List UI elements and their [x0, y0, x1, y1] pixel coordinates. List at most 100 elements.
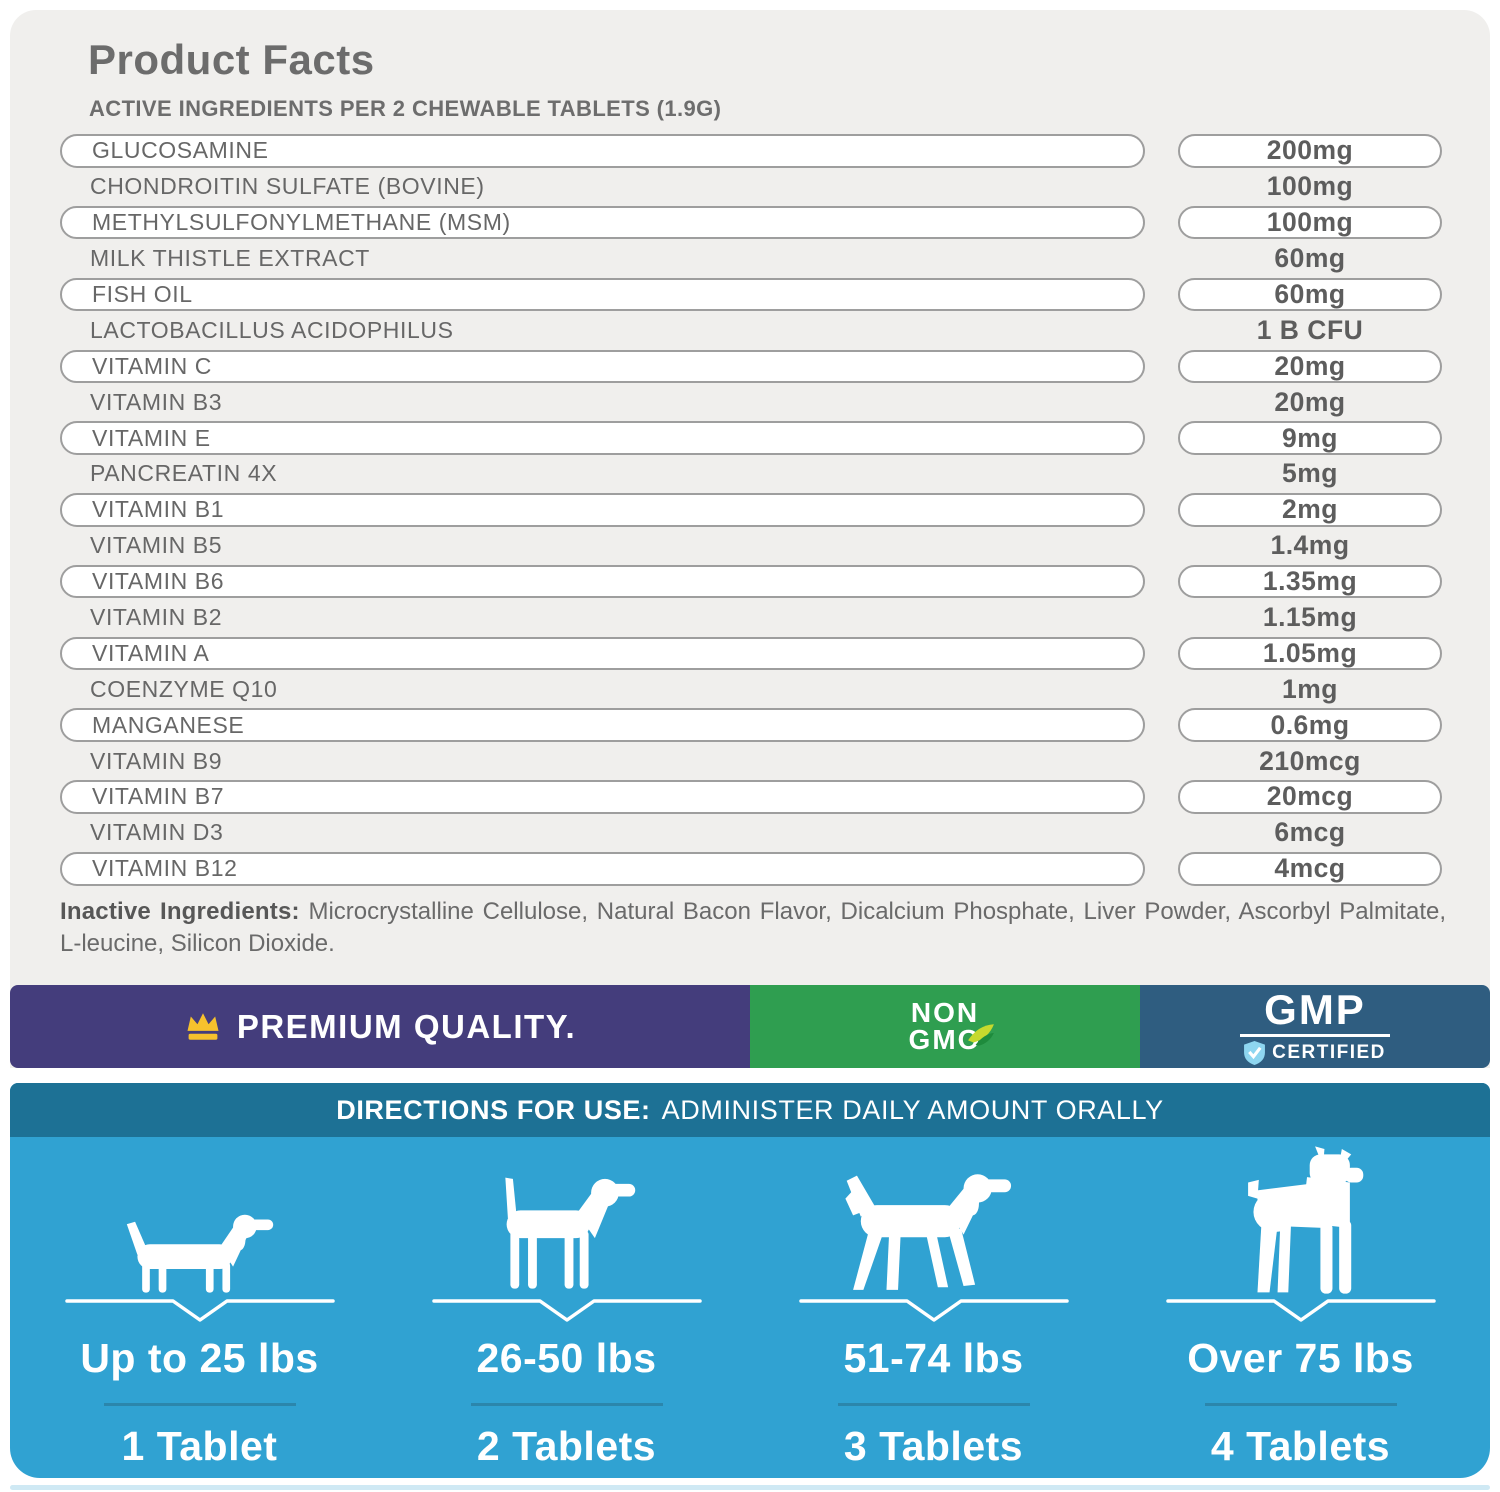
ingredient-name: VITAMIN B5 — [90, 532, 223, 559]
ingredient-row: VITAMIN B2 1.15mg — [60, 600, 1442, 636]
ingredient-amount: 1.05mg — [1178, 636, 1442, 671]
weight-range-label: 26-50 lbs — [476, 1335, 657, 1381]
ingredient-amount: 1.15mg — [1262, 602, 1358, 633]
premium-quality-badge: PREMIUM QUALITY. — [10, 985, 750, 1068]
notch-pointer — [64, 1299, 335, 1322]
divider-line — [1204, 1403, 1397, 1406]
ingredient-name: FISH OIL — [60, 277, 1145, 312]
ingredient-row: VITAMIN B9 210mcg — [60, 743, 1442, 779]
ingredient-row: METHYLSULFONYLMETHANE (MSM) 100mg — [60, 205, 1442, 241]
ingredient-name: VITAMIN E — [60, 421, 1145, 455]
active-ingredients-subtitle: ACTIVE INGREDIENTS PER 2 CHEWABLE TABLET… — [89, 96, 722, 121]
ingredient-row: VITAMIN C 20mg — [60, 348, 1442, 384]
dose-column: 26-50 lbs 2 Tablets — [383, 1137, 750, 1478]
ingredient-name: METHYLSULFONYLMETHANE (MSM) — [60, 205, 1145, 240]
ingredient-amount: 100mg — [1178, 205, 1442, 240]
tablet-count-label: 2 Tablets — [476, 1423, 657, 1469]
ingredient-row: VITAMIN B6 1.35mg — [60, 564, 1442, 600]
ingredient-amount: 20mcg — [1178, 780, 1442, 814]
ingredient-amount: 60mg — [1274, 243, 1346, 274]
ingredient-name: COENZYME Q10 — [90, 675, 278, 702]
notch-pointer — [798, 1299, 1069, 1322]
directions-header-rest: ADMINISTER DAILY AMOUNT ORALLY — [661, 1094, 1164, 1125]
divider-line — [470, 1403, 663, 1406]
ingredient-row: VITAMIN A 1.05mg — [60, 635, 1442, 671]
boxer-silhouette — [1247, 1146, 1363, 1294]
ingredient-row: VITAMIN B1 2mg — [60, 492, 1442, 528]
directions-header-bold: DIRECTIONS FOR USE: — [336, 1094, 651, 1125]
ingredient-name: MILK THISTLE EXTRACT — [90, 245, 370, 272]
ingredient-amount: 6mcg — [1274, 817, 1346, 848]
tablet-count-label: 1 Tablet — [121, 1423, 278, 1469]
ingredient-row: VITAMIN B5 1.4mg — [60, 528, 1442, 564]
ingredient-name: LACTOBACILLUS ACIDOPHILUS — [90, 316, 454, 343]
ingredient-row: MILK THISTLE EXTRACT 60mg — [60, 241, 1442, 277]
directions-header: DIRECTIONS FOR USE: ADMINISTER DAILY AMO… — [10, 1083, 1490, 1137]
ingredient-table: GLUCOSAMINE 200mg CHONDROITIN SULFATE (B… — [60, 133, 1442, 887]
ingredient-amount: 60mg — [1178, 277, 1442, 312]
divider-line — [837, 1403, 1030, 1406]
non-gmo-logo: NON GMO — [909, 996, 995, 1053]
product-facts-panel: Product Facts ACTIVE INGREDIENTS PER 2 C… — [10, 10, 1490, 1068]
inactive-ingredients: Inactive Ingredients: Microcrystalline C… — [60, 896, 1446, 960]
ingredient-row: CHONDROITIN SULFATE (BOVINE) 100mg — [60, 169, 1442, 205]
premium-quality-label: PREMIUM QUALITY. — [236, 1007, 577, 1045]
ingredient-name: VITAMIN A — [60, 636, 1145, 671]
gmp-certified-row: CERTIFIED — [1244, 1040, 1386, 1065]
dose-column: Over 75 lbs 4 Tablets — [1117, 1137, 1484, 1478]
retriever-silhouette — [844, 1174, 1011, 1290]
weight-range-label: 51-74 lbs — [843, 1335, 1024, 1381]
dog-silhouette-slot — [844, 1143, 1024, 1295]
shield-check-icon — [1244, 1040, 1266, 1065]
dog-silhouette-slot — [494, 1143, 639, 1295]
inactive-ingredients-label: Inactive Ingredients: — [60, 898, 300, 925]
weight-range-label: Over 75 lbs — [1187, 1335, 1414, 1381]
tablet-count-label: 4 Tablets — [1210, 1423, 1391, 1469]
gmp-title: GMP — [1264, 985, 1366, 1033]
ingredient-row: COENZYME Q10 1mg — [60, 671, 1442, 707]
tablet-count-label: 3 Tablets — [843, 1423, 1024, 1469]
ingredient-amount: 20mg — [1274, 386, 1346, 417]
ingredient-name: VITAMIN B12 — [60, 852, 1145, 886]
notch-pointer — [1165, 1299, 1436, 1322]
ingredient-row: LACTOBACILLUS ACIDOPHILUS 1 B CFU — [60, 312, 1442, 348]
ingredient-name: VITAMIN C — [60, 349, 1145, 384]
bottom-accent-strip — [10, 1485, 1490, 1490]
gmp-certified-label: CERTIFIED — [1272, 1041, 1386, 1063]
ingredient-amount: 9mg — [1178, 421, 1442, 455]
ingredient-amount: 4mcg — [1178, 852, 1442, 886]
ingredient-name: VITAMIN B6 — [60, 564, 1145, 599]
ingredient-name: VITAMIN B1 — [60, 493, 1145, 527]
divider-line — [103, 1403, 296, 1406]
ingredient-name: VITAMIN B2 — [90, 604, 223, 631]
non-gmo-line1: NON — [910, 996, 980, 1028]
leaf-icon — [968, 1023, 995, 1046]
ingredient-name: VITAMIN B3 — [90, 388, 223, 415]
notch-pointer — [431, 1299, 702, 1322]
ingredient-row: VITAMIN B7 20mcg — [60, 779, 1442, 815]
page-title: Product Facts — [88, 36, 375, 83]
weight-range-label: Up to 25 lbs — [80, 1335, 319, 1381]
ingredient-name: MANGANESE — [60, 708, 1145, 742]
dog-silhouette-slot — [123, 1143, 277, 1295]
dose-column: Up to 25 lbs 1 Tablet — [16, 1137, 383, 1478]
ingredient-amount: 100mg — [1266, 171, 1354, 202]
ingredient-row: VITAMIN B3 20mg — [60, 384, 1442, 420]
beagle-silhouette — [505, 1177, 636, 1289]
ingredient-name: VITAMIN B7 — [60, 780, 1145, 814]
ingredient-amount: 5mg — [1282, 458, 1338, 489]
ingredient-row: VITAMIN B12 4mcg — [60, 851, 1442, 887]
ingredient-name: VITAMIN B9 — [90, 747, 223, 774]
ingredient-row: VITAMIN E 9mg — [60, 420, 1442, 456]
ingredient-amount: 20mg — [1178, 349, 1442, 384]
badge-row: PREMIUM QUALITY. NON GMO GMP CERTIFIED — [10, 985, 1490, 1068]
gmp-underline — [1240, 1033, 1390, 1037]
directions-section: DIRECTIONS FOR USE: ADMINISTER DAILY AMO… — [10, 1083, 1490, 1478]
ingredient-row: MANGANESE 0.6mg — [60, 707, 1442, 743]
ingredient-amount: 210mcg — [1259, 745, 1361, 776]
dose-columns: Up to 25 lbs 1 Tablet 26-50 lbs 2 Tablet… — [10, 1137, 1490, 1478]
ingredient-row: FISH OIL 60mg — [60, 277, 1442, 313]
ingredient-row: PANCREATIN 4X 5mg — [60, 456, 1442, 492]
ingredient-name: VITAMIN D3 — [90, 819, 224, 846]
